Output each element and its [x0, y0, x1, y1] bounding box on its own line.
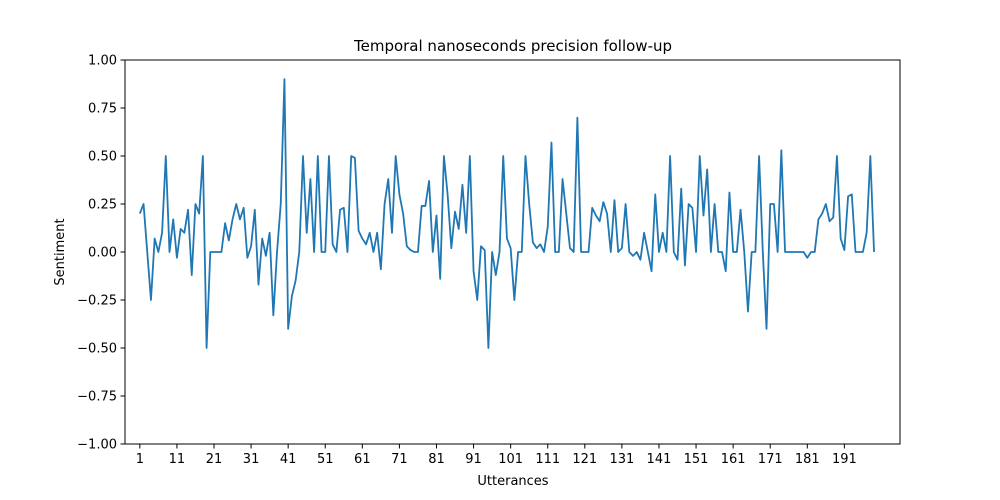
y-axis-label: Sentiment: [53, 218, 68, 285]
x-tick-label: 91: [465, 452, 482, 467]
y-tick-label: 1.00: [88, 54, 117, 69]
x-tick-label: 171: [758, 452, 783, 467]
x-tick-label: 111: [535, 452, 560, 467]
x-axis-label: Utterances: [477, 474, 548, 489]
y-tick-label: 0.50: [88, 150, 117, 165]
series-line: [138, 78, 875, 349]
x-tick-label: 31: [243, 452, 260, 467]
x-tick-label: 81: [428, 452, 445, 467]
y-tick-label: 0.75: [88, 102, 117, 117]
x-tick-label: 191: [832, 452, 857, 467]
y-axis-ticks: −1.00 −0.75 −0.50 −0.25 0.00 0.25 0.50 0.75 1.00: [77, 54, 125, 453]
x-axis-ticks: 1 11 21 31 41 51 61 71 81 91 101 111 121 131 141 151 161…: [136, 444, 857, 467]
x-tick-label: 51: [317, 452, 334, 467]
y-tick-label: 0.25: [88, 198, 117, 213]
y-tick-label: 0.00: [88, 246, 117, 261]
chart-title: Temporal nanoseconds precision follow-up: [353, 37, 672, 55]
y-tick-label: −0.75: [77, 390, 117, 405]
x-tick-label: 101: [498, 452, 523, 467]
x-tick-label: 161: [721, 452, 746, 467]
x-tick-label: 61: [354, 452, 371, 467]
x-tick-label: 151: [684, 452, 709, 467]
x-tick-label: 181: [795, 452, 820, 467]
x-tick-label: 41: [280, 452, 297, 467]
x-tick-label: 21: [206, 452, 223, 467]
plot-frame: [124, 59, 901, 445]
y-tick-label: −0.25: [77, 294, 117, 309]
x-tick-label: 121: [572, 452, 597, 467]
plot-area: 1 11 21 31 41 51 61 71 81 91 101 111 121 131 141 151 161…: [77, 54, 901, 467]
y-tick-label: −0.50: [77, 342, 117, 357]
x-tick-label: 1: [136, 452, 144, 467]
y-tick-label: −1.00: [77, 438, 117, 453]
x-tick-label: 71: [391, 452, 408, 467]
x-tick-label: 131: [609, 452, 634, 467]
x-tick-label: 11: [169, 452, 186, 467]
x-tick-label: 141: [647, 452, 672, 467]
